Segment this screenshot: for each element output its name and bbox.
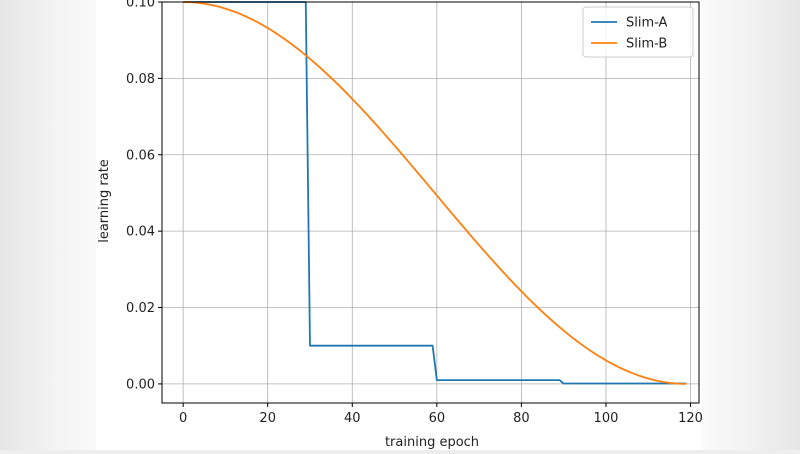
y-tick-label: 0.00: [126, 377, 155, 392]
x-tick-label: 120: [678, 411, 702, 426]
y-axis-label: learning rate: [97, 159, 112, 243]
chart-figure: 0 20 40 60 80 100 120 0.00 0.02 0.04 0.06 0.08 0.10 …: [96, 0, 703, 450]
x-axis-label: training epoch: [385, 435, 479, 450]
x-tick-label: 100: [594, 411, 619, 426]
axis-ticks: 0 20 40 60 80 100 120 0.00 0.02 0.04 0.06 0.08 0.10: [126, 0, 703, 426]
line-chart: 0 20 40 60 80 100 1200.000.020.040.060.080.10 …: [97, 0, 703, 450]
x-tick-label: 80: [513, 411, 530, 426]
series-line-slim-a: [183, 1, 687, 385]
legend-box: [582, 6, 694, 58]
x-tick-label: 40: [344, 411, 361, 426]
y-tick-label: 0.02: [126, 301, 155, 316]
left-backdrop: [0, 0, 96, 450]
series-line-slim-b: [183, 1, 687, 385]
y-tick-label: 0.04: [126, 225, 155, 240]
y-tick-label: 0.08: [126, 72, 155, 87]
right-backdrop: [700, 0, 800, 450]
legend-label: Slim-A: [626, 16, 668, 31]
legend-label: Slim-B: [626, 37, 667, 52]
series-lines: [183, 1, 687, 385]
x-tick-label: 0: [179, 411, 187, 426]
x-tick-label: 20: [259, 411, 276, 426]
x-tick-label: 60: [429, 411, 446, 426]
grid-lines: [162, 1, 699, 403]
y-tick-label: 0.06: [126, 148, 155, 163]
y-tick-label: 0.10: [126, 0, 155, 11]
plot-area-frame: [161, 1, 700, 404]
legend: Slim-A Slim-B: [582, 6, 694, 58]
